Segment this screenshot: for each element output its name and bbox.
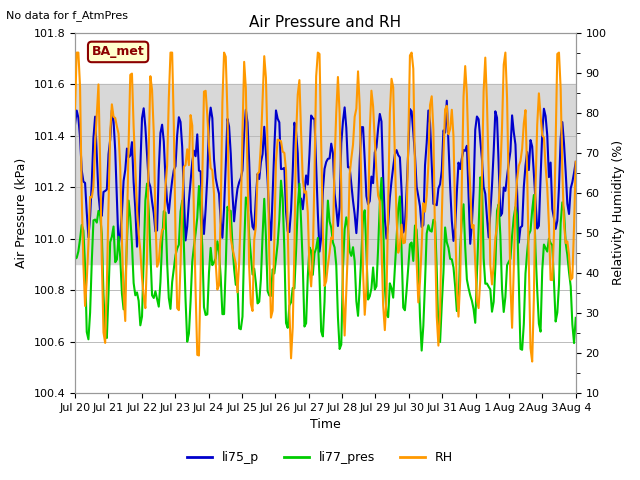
Text: No data for f_AtmPres: No data for f_AtmPres — [6, 10, 129, 21]
Bar — [75, 84, 576, 264]
Legend: li75_p, li77_pres, RH: li75_p, li77_pres, RH — [182, 446, 458, 469]
Y-axis label: Relativity Humidity (%): Relativity Humidity (%) — [612, 140, 625, 286]
Text: BA_met: BA_met — [92, 46, 145, 59]
Title: Air Pressure and RH: Air Pressure and RH — [250, 15, 401, 30]
X-axis label: Time: Time — [310, 419, 340, 432]
Y-axis label: Air Pressure (kPa): Air Pressure (kPa) — [15, 158, 28, 268]
